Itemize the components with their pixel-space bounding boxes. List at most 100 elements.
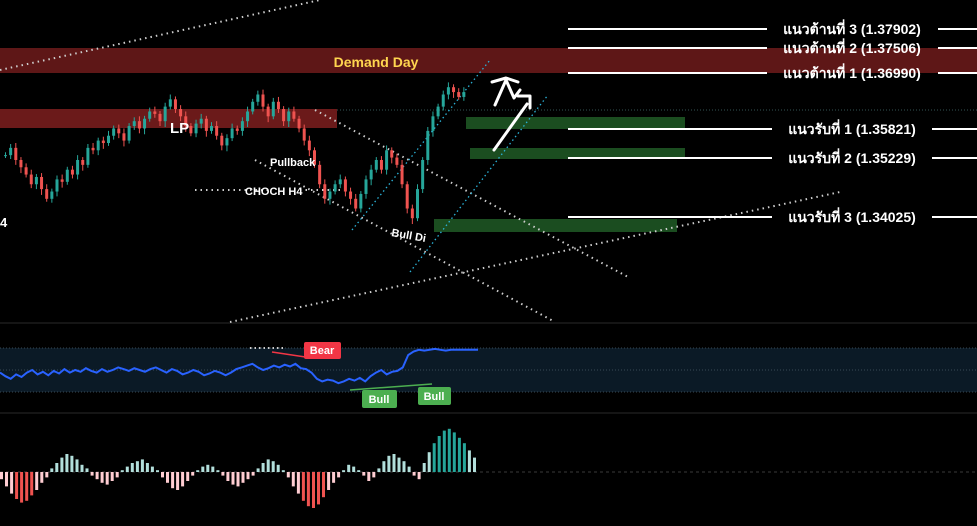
candle-body [400,164,404,185]
candle-body [328,191,332,199]
candle-body [204,118,208,131]
histogram-bar [397,457,401,472]
candle-body [86,147,90,165]
histogram-bar [150,466,154,472]
candle-body [457,92,461,97]
histogram-bar [467,450,471,472]
candle-body [359,193,363,209]
candle-body [179,109,183,117]
candle-body [261,94,265,107]
lp-label: LP [170,120,189,137]
histogram-bar [105,472,109,485]
histogram-bar [201,466,205,472]
histogram-bar [125,466,129,472]
histogram-bar [377,468,381,472]
candle-body [210,126,213,131]
candle-body [364,179,368,194]
histogram-bar [266,459,270,472]
candle-body [101,140,105,144]
candle-body [215,126,219,136]
candle-body [251,101,255,112]
histogram-bar [306,472,310,507]
candle-body [410,208,414,219]
histogram-bar [161,472,164,478]
left-edge-label: 4 [0,215,8,230]
bear-marker: Bear [304,342,341,359]
candle-body [132,121,136,127]
histogram-bar [342,470,346,472]
histogram-bar [40,472,44,483]
candle-body [287,111,291,122]
candle-body [235,128,239,131]
candle-body [446,87,450,95]
histogram-bar [281,470,285,472]
histogram-bar [407,466,411,472]
histogram-bar [231,472,235,485]
candle-body [426,130,430,160]
histogram-bar [427,452,431,472]
rising-channel-top [351,59,491,231]
histogram-bar [422,463,426,472]
candle-body [91,147,95,151]
histogram-bar [30,472,34,496]
candle-body [441,94,445,107]
histogram-bar [176,472,180,490]
histogram-bar [327,472,331,490]
supply-zone [0,109,337,128]
candle-body [168,99,172,107]
histogram-bar [15,472,19,499]
candle-body [189,126,193,134]
histogram-bar [256,468,260,472]
bull-marker: Bull [362,390,397,408]
candle-body [24,167,28,175]
histogram-bar [10,472,14,494]
projection-arrows [490,76,532,152]
histogram-bar [226,472,230,481]
histogram-bar [90,472,94,476]
bull-divergence-line [349,383,433,391]
candle-body [163,106,167,122]
candles [4,82,466,225]
candle-body [225,138,229,146]
candle-body [117,128,121,134]
candle-body [436,106,440,117]
histogram-bar [291,472,295,487]
histogram-bar [452,432,456,472]
histogram-bar [186,472,190,481]
candle-body [323,184,327,199]
histogram-bar [301,472,305,501]
histogram-bar [312,472,315,508]
histogram-bar [115,472,119,478]
candle-body [276,101,280,110]
up-arrow-icon [492,102,529,152]
level-label-r2: แนวต้านที่ 2 (1.37506) [783,38,921,56]
histogram-bar [55,463,59,472]
histogram-bar [286,472,290,478]
candle-body [194,123,198,134]
ascending-trend-line [229,191,841,323]
histogram-bar [432,443,436,472]
histogram-bar [387,455,391,472]
histogram-bar [362,472,366,476]
candle-body [76,159,80,175]
histogram-bar [261,463,265,472]
bull-marker-label: Bull [369,394,390,406]
histogram-bar [50,468,54,472]
rising-channel-bottom [409,94,549,273]
histogram-bar [80,464,84,472]
rising-channel [351,59,549,273]
histogram-bars [0,428,476,508]
support-zone-2 [470,148,685,159]
candle-body [107,135,110,144]
candle-body [148,111,152,119]
histogram-bar [392,454,396,472]
candle-body [282,109,286,122]
histogram-bar [367,472,371,481]
histogram-bar [65,454,69,472]
candle-body [199,118,203,124]
candle-body [369,169,373,180]
candle-body [143,118,147,129]
descending-channel-top [314,109,631,279]
